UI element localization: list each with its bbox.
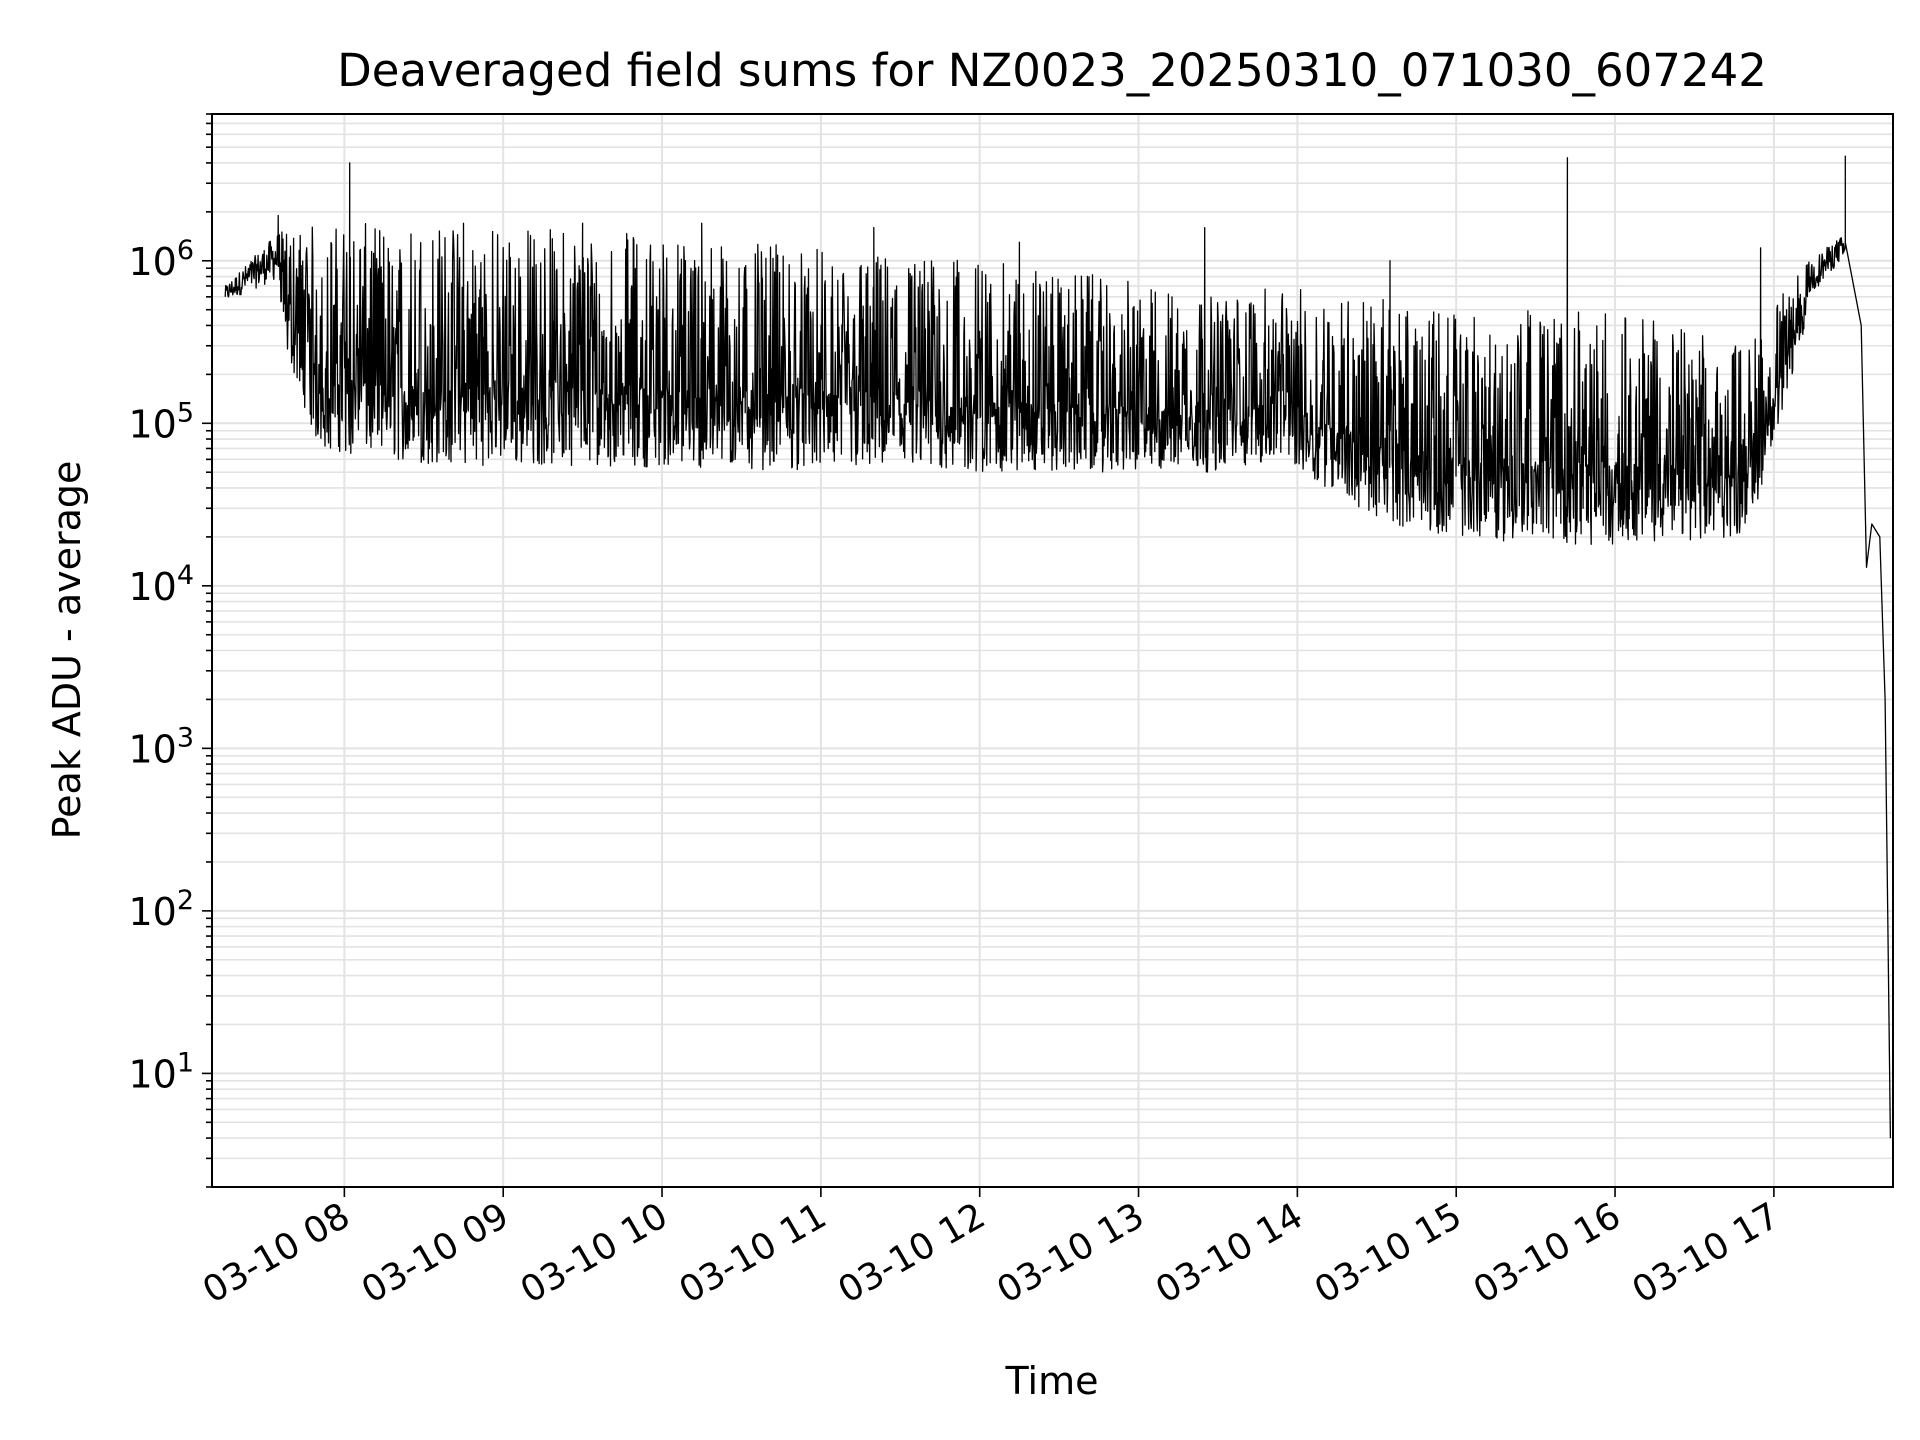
- y-tick-label: 104: [128, 560, 194, 609]
- y-tick-label: 102: [128, 885, 194, 934]
- chart-title: Deaveraged field sums for NZ0023_2025031…: [337, 44, 1767, 97]
- series-line: [224, 155, 1892, 1139]
- y-tick-label: 106: [128, 235, 194, 284]
- y-tick-label: 103: [128, 722, 194, 771]
- x-axis-label: Time: [1005, 1359, 1099, 1403]
- y-axis-label: Peak ADU - average: [45, 461, 89, 840]
- y-tick-label: 101: [128, 1047, 194, 1096]
- series-layer: [224, 155, 1892, 1139]
- grid-layer: [212, 113, 1893, 1188]
- y-tick-label: 105: [128, 397, 194, 446]
